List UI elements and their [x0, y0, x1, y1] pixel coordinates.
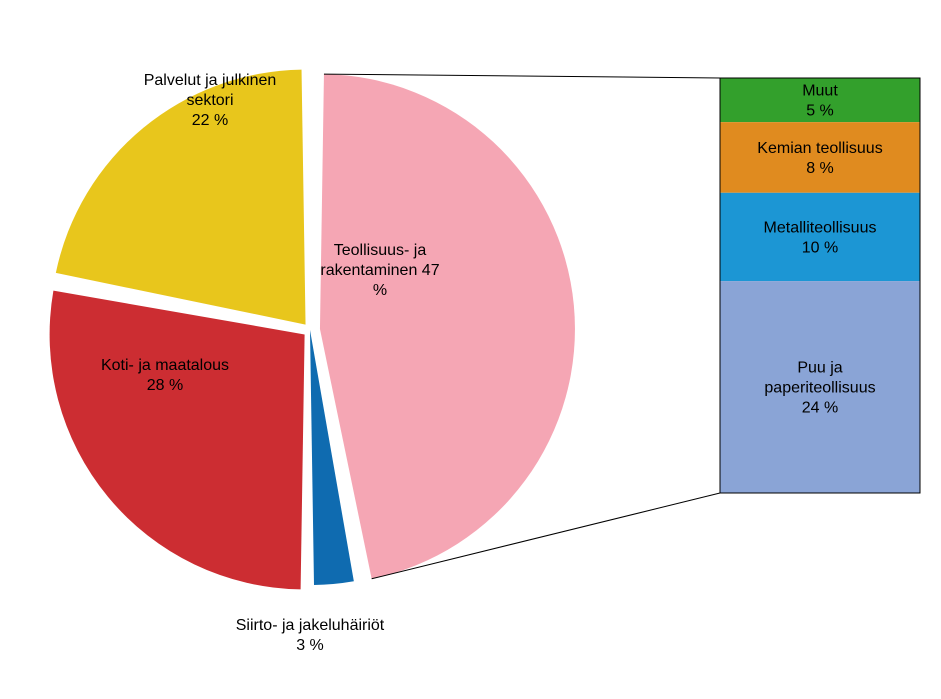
breakout-segment-kemian — [720, 122, 920, 193]
energy-pie-chart: Muut5 %Kemian teollisuus8 %Metalliteolli… — [0, 0, 941, 699]
breakout-segment-metalli — [720, 193, 920, 281]
